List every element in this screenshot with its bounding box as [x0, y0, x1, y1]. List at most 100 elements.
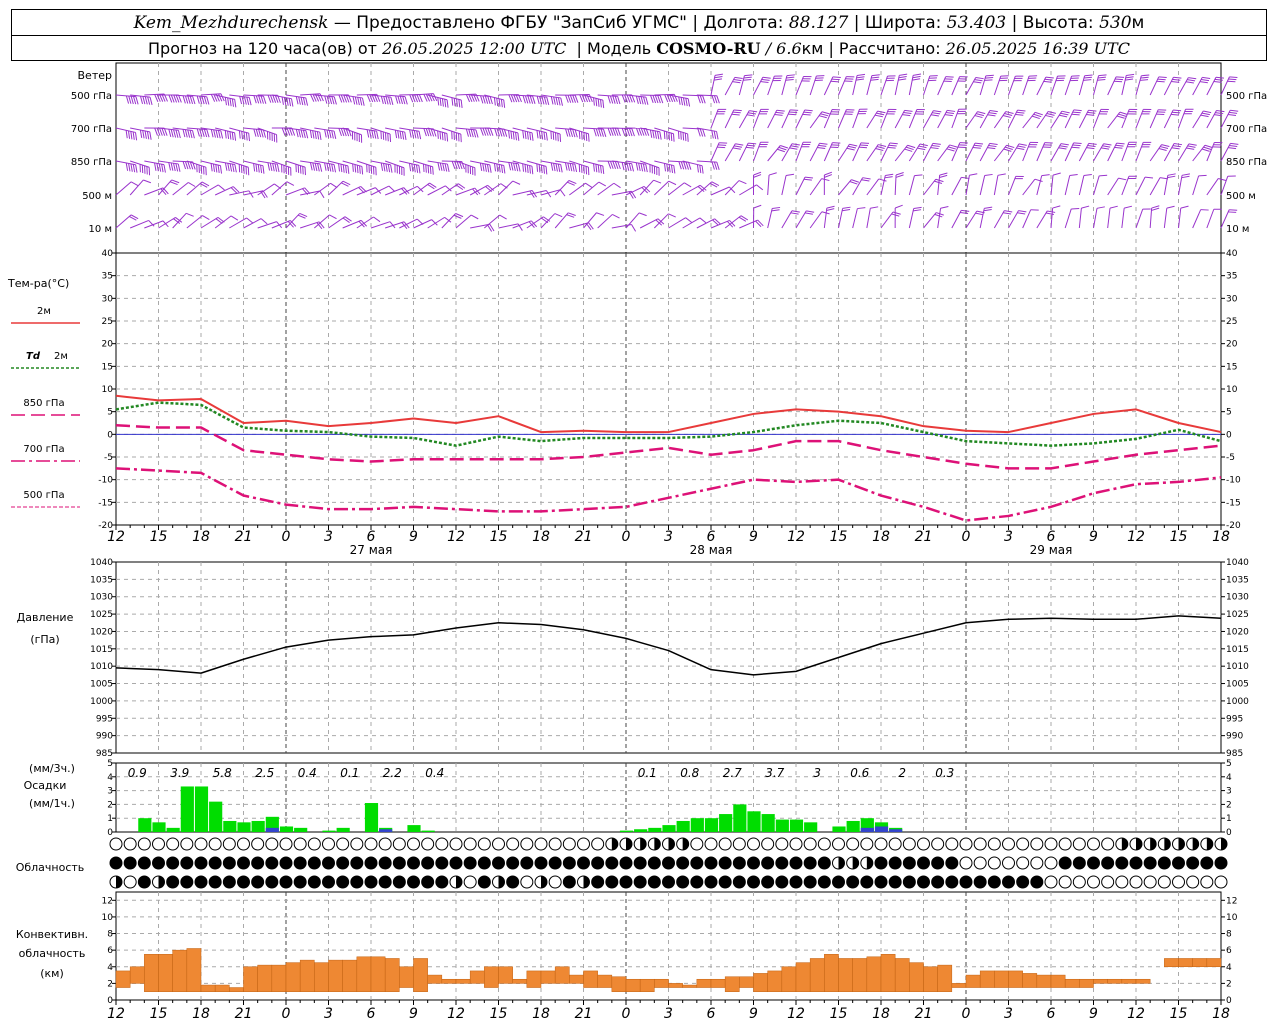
wind-barb-flag	[160, 188, 167, 196]
pressure-ytick-label-right: 990	[1226, 732, 1243, 742]
wind-barb	[385, 94, 406, 98]
cloud-symbol-half	[668, 838, 675, 850]
wind-level-label-left: 700 гПа	[71, 124, 112, 135]
wind-barb	[979, 208, 985, 229]
wind-barb-flag	[826, 205, 835, 209]
cloud-symbol	[718, 837, 732, 851]
cloud-symbol	[166, 856, 180, 870]
wind-barb-flag	[1088, 109, 1097, 112]
wind-barb-flag	[849, 143, 858, 147]
wind-barb-flag	[663, 163, 667, 172]
wind-barb-flag	[465, 94, 471, 103]
wind-barb-flag	[201, 128, 205, 137]
wind-barb-flag	[371, 94, 376, 103]
cloud-symbol	[166, 875, 180, 889]
wind-barb-flag	[1004, 113, 1013, 116]
cloud-symbol	[803, 856, 817, 870]
wind-barb	[1192, 77, 1203, 96]
wind-barb-flag	[1214, 78, 1223, 81]
wind-barb-flag	[1215, 76, 1224, 79]
wind-barb	[781, 109, 791, 129]
convective-bar	[384, 958, 400, 992]
wind-barb-flag	[687, 161, 692, 170]
pressure-ytick-label-right: 1005	[1226, 680, 1249, 690]
wind-barb	[1050, 208, 1054, 229]
convective-x-tick-label: 9	[749, 1006, 758, 1022]
wind-barb	[215, 127, 235, 134]
wind-barb-flag	[568, 180, 577, 185]
precipitation-bar	[279, 826, 294, 832]
wind-barb	[342, 186, 361, 196]
wind-barb-flag	[565, 94, 569, 103]
convective-bar	[342, 959, 358, 992]
wind-barb-flag	[199, 96, 203, 104]
station-name: Kem_Mezhdurechensk	[133, 12, 329, 33]
wind-barb	[654, 160, 674, 167]
cloud-symbol	[775, 837, 789, 851]
wind-barb-flag	[904, 109, 913, 112]
wind-barb-flag	[960, 211, 969, 215]
wind-barb	[314, 214, 330, 229]
wind-barb	[569, 93, 590, 96]
convective-bar	[838, 958, 853, 992]
cloud-symbol	[407, 837, 420, 851]
wind-barb	[1022, 209, 1032, 229]
wind-barb-flag	[453, 98, 456, 107]
wind-barb-flag	[227, 130, 230, 140]
cloud-symbol	[1200, 875, 1214, 889]
cloud-symbol	[945, 837, 959, 851]
wind-barb	[583, 160, 603, 167]
wind-barb-flag	[324, 129, 327, 138]
cloud-symbol-half	[158, 876, 165, 888]
wind-barb-flag	[684, 182, 692, 188]
wind-barb-flag	[602, 129, 607, 137]
wind-barb-flag	[659, 131, 662, 140]
wind-barb-flag	[522, 130, 525, 139]
convective-bar	[328, 959, 343, 992]
convective-bar	[739, 976, 754, 988]
wind-barb-flag	[354, 164, 357, 173]
wind-barb	[781, 175, 787, 196]
wind-barb-flag	[1160, 146, 1169, 149]
wind-barb-flag	[154, 127, 158, 136]
wind-barb-flag	[456, 161, 461, 170]
cloud-symbol	[548, 837, 562, 851]
wind-barb	[1064, 142, 1075, 162]
wind-barb	[455, 93, 477, 96]
wind-barb-flag	[342, 164, 345, 173]
wind-barb-flag	[1017, 145, 1026, 148]
wind-barb-flag	[732, 81, 741, 84]
wind-barb	[370, 160, 391, 166]
wind-barb-flag	[524, 131, 527, 140]
wind-barb-flag	[409, 94, 414, 103]
wind-barb	[993, 75, 1002, 96]
cloud-symbol	[293, 837, 307, 851]
wind-barb-flag	[480, 127, 484, 136]
convective-x-tick-label: 6	[707, 1006, 716, 1022]
wind-barb	[243, 94, 264, 97]
convective-bar	[1036, 974, 1052, 988]
wind-barb-flag	[390, 164, 393, 173]
wind-barb	[427, 185, 446, 196]
wind-barb-flag	[683, 161, 687, 170]
cloud-symbol	[1172, 875, 1185, 889]
convective-bar	[540, 970, 556, 984]
wind-barb-flag	[777, 148, 786, 153]
wind-barb-flag	[531, 132, 534, 141]
cloud-symbol	[1214, 875, 1228, 889]
wind-barb	[951, 109, 960, 129]
wind-barb-flag	[286, 181, 295, 186]
convective-bar	[583, 970, 598, 988]
wind-barb-flag	[682, 132, 685, 141]
wind-barb-flag	[748, 142, 757, 145]
wind-barb	[894, 110, 906, 129]
temperature-series-line	[115, 467, 1222, 522]
wind-barb-flag	[780, 145, 789, 149]
wind-barb-flag	[238, 130, 241, 139]
wind-barb-flag	[617, 128, 621, 136]
convective-ytick-label-left: 4	[107, 963, 113, 973]
convective-bar	[370, 956, 386, 992]
wind-barb-flag	[638, 212, 647, 217]
wind-barb-flag	[482, 163, 485, 172]
cloud-symbol-half	[1121, 838, 1128, 850]
